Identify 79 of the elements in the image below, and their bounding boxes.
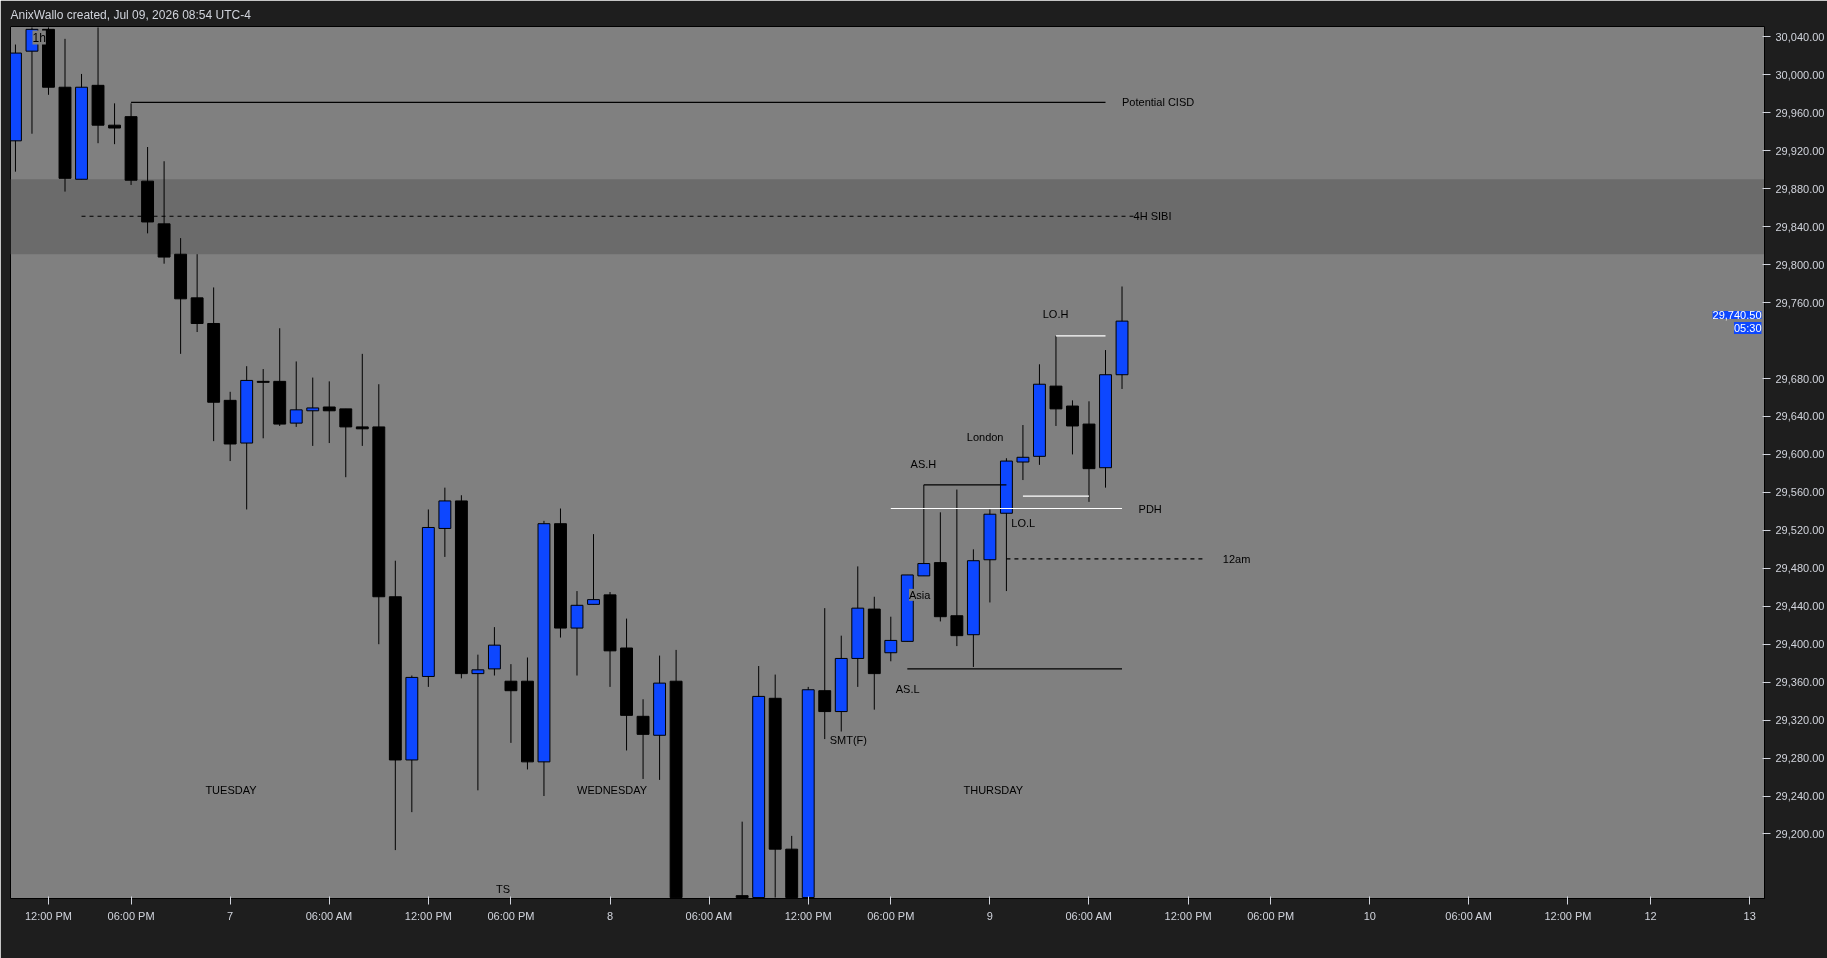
y-tick-label: 29,240.00 — [1775, 790, 1825, 803]
y-tick-label: 29,600.00 — [1775, 448, 1825, 461]
x-tick-label: 9 — [986, 909, 993, 922]
candlestick — [355, 353, 369, 447]
y-tick-label: 29,640.00 — [1775, 410, 1825, 423]
annotation: Potential CISD — [1122, 96, 1195, 109]
annotation: LO.H — [1042, 308, 1069, 320]
annotation: THURSDAY — [963, 784, 1024, 797]
candlestick — [917, 484, 931, 577]
x-tick-label: 06:00 PM — [487, 909, 535, 922]
y-tick-label: 29,320.00 — [1775, 714, 1825, 727]
annotation: TUESDAY — [205, 784, 258, 797]
x-tick-label: 12 — [1644, 909, 1657, 922]
text: AnixWallo created, Jul 09, 2026 08:54 UTC-4 — [10, 7, 252, 22]
y-tick-label: 29,520.00 — [1775, 524, 1825, 537]
x-tick-label: 06:00 PM — [867, 909, 915, 922]
candlestick — [108, 102, 121, 145]
candlestick — [950, 489, 964, 647]
y-tick-label: 29,960.00 — [1775, 106, 1825, 119]
y-tick-label: 29,920.00 — [1775, 144, 1825, 157]
x-tick-label: 12:00 PM — [1164, 909, 1212, 922]
candlestick — [587, 533, 600, 605]
y-tick-label: 29,800.00 — [1775, 258, 1825, 271]
x-tick-label: 12:00 PM — [24, 909, 73, 922]
annotation: TS — [496, 883, 511, 896]
candlestick — [256, 368, 270, 439]
x-tick-label: 8 — [606, 909, 614, 922]
annotation: AS.L — [895, 682, 920, 695]
annotation: 12am — [1222, 552, 1251, 565]
x-tick-label: 10 — [1363, 909, 1376, 922]
candlestick — [471, 654, 485, 791]
x-tick-label: 06:00 AM — [305, 909, 353, 922]
x-tick-label: 06:00 AM — [1445, 909, 1492, 922]
y-tick-label: 29,360.00 — [1775, 676, 1825, 689]
y-tick-label: 29,560.00 — [1775, 486, 1825, 499]
y-tick-label: 29,400.00 — [1775, 638, 1825, 651]
candlestick — [1016, 424, 1030, 481]
y-tick-label: 29,840.00 — [1775, 220, 1825, 233]
annotation: AS.H — [910, 457, 937, 470]
x-tick-label: 06:00 PM — [107, 909, 155, 922]
candlestick — [1049, 335, 1063, 427]
y-tick-label: 29,440.00 — [1775, 600, 1825, 613]
candlestick — [487, 626, 501, 677]
chart-title: 1h — [32, 30, 46, 45]
candlestick — [322, 380, 336, 444]
y-tick-label: 30,000.00 — [1775, 68, 1825, 81]
y-tick-label: 29,200.00 — [1775, 827, 1825, 840]
candlestick — [504, 663, 518, 744]
candlestick — [306, 377, 320, 447]
candlestick — [636, 698, 650, 780]
y-tick-label: 29,480.00 — [1775, 562, 1825, 575]
y-tick-label: 30,040.00 — [1775, 30, 1825, 43]
candlestick — [1066, 399, 1079, 455]
annotation: 05:30 — [1733, 322, 1762, 335]
y-tick-label: 29,760.00 — [1775, 296, 1825, 309]
y-tick-label: 29,880.00 — [1775, 182, 1825, 195]
x-tick-label: 13 — [1743, 909, 1756, 922]
annotation: 4H SIBI — [1133, 210, 1172, 223]
x-tick-label: 06:00 AM — [685, 909, 733, 922]
annotation: PDH — [1138, 502, 1162, 515]
annotation: LO.L — [1011, 516, 1036, 529]
x-tick-label: 12:00 PM — [404, 909, 452, 922]
candlestick — [289, 360, 303, 428]
candlestick — [339, 408, 353, 478]
x-tick-label: 12:00 PM — [1544, 909, 1592, 922]
x-tick-label: 06:00 PM — [1247, 909, 1295, 922]
annotation: Asia — [908, 588, 932, 601]
x-tick-label: 7 — [227, 909, 234, 922]
annotation: WEDNESDAY — [577, 784, 648, 797]
candlestick — [570, 590, 584, 677]
candlestick — [818, 607, 832, 740]
annotation: SMT(F) — [829, 734, 867, 747]
annotation: 29,740.50 — [1712, 309, 1762, 322]
x-tick-label: 06:00 AM — [1065, 909, 1112, 922]
x-tick-label: 12:00 PM — [784, 909, 832, 922]
candlestick — [884, 616, 898, 662]
annotation: London — [966, 431, 1004, 444]
y-tick-label: 29,680.00 — [1775, 372, 1825, 385]
y-tick-label: 29,280.00 — [1775, 752, 1825, 765]
